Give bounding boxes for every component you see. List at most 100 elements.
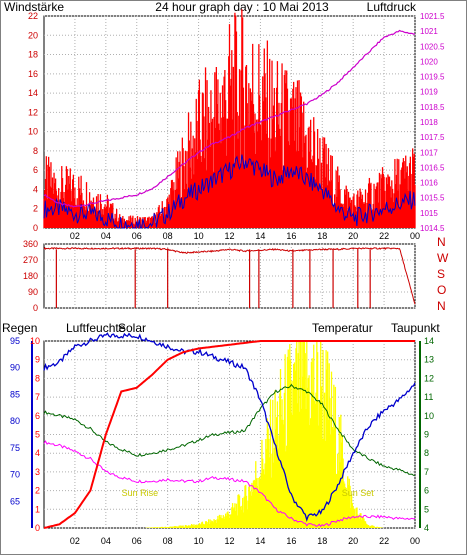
humidity-y-tick-label: 90 bbox=[10, 363, 20, 373]
temperature-y-tick-label: 9 bbox=[424, 430, 429, 440]
weather-x-tick-label: 00 bbox=[410, 536, 420, 546]
direction-line bbox=[43, 246, 416, 305]
wind-title: Windstärke bbox=[4, 0, 64, 14]
pressure-y-tick-label: 1020.5 bbox=[420, 42, 445, 51]
pressure-y-tick-label: 1019 bbox=[420, 88, 438, 97]
humidity-line bbox=[43, 332, 416, 523]
direction-y-tick-label: 0 bbox=[33, 303, 38, 313]
weather-x-tick-label: 14 bbox=[255, 536, 265, 546]
wind-y-tick-label: 14 bbox=[28, 88, 38, 98]
wind-x-tick-label: 08 bbox=[163, 231, 173, 241]
rain-y-tick-label: 4 bbox=[35, 448, 40, 458]
pressure-y-tick-label: 1017.5 bbox=[420, 133, 445, 142]
pressure-y-tick-label: 1020 bbox=[420, 57, 438, 66]
wind-y-tick-label: 16 bbox=[28, 69, 38, 79]
temperature-y-tick-label: 10 bbox=[424, 411, 434, 421]
wind-x-tick-label: 18 bbox=[317, 231, 327, 241]
wind-panel: 02468101214161820221014.510151015.510161… bbox=[28, 9, 445, 241]
rain-line bbox=[43, 340, 415, 529]
rain-y-tick-label: 5 bbox=[35, 430, 40, 440]
wind-y-tick-label: 6 bbox=[33, 165, 38, 175]
humidity-y-tick-label: 80 bbox=[10, 416, 20, 426]
wind-y-tick-label: 20 bbox=[28, 30, 38, 40]
wind-x-tick-label: 22 bbox=[379, 231, 389, 241]
pressure-y-tick-label: 1017 bbox=[420, 148, 438, 157]
temperature-y-tick-label: 8 bbox=[424, 448, 429, 458]
rain-y-tick-label: 7 bbox=[35, 392, 40, 402]
wind-y-tick-label: 18 bbox=[28, 50, 38, 60]
direction-y-tick-label: 90 bbox=[28, 287, 38, 297]
wind-x-tick-label: 20 bbox=[348, 231, 358, 241]
rain-y-tick-label: 3 bbox=[35, 467, 40, 477]
wind-y-tick-label: 22 bbox=[28, 11, 38, 21]
compass-label: W bbox=[437, 251, 449, 265]
temperature-y-tick-label: 12 bbox=[424, 373, 434, 383]
pressure-y-tick-label: 1016.5 bbox=[420, 163, 445, 172]
pressure-y-tick-label: 1014.5 bbox=[420, 224, 445, 233]
wind-x-tick-label: 00 bbox=[410, 231, 420, 241]
temperature-y-tick-label: 4 bbox=[424, 523, 429, 533]
wind-y-tick-label: 0 bbox=[33, 223, 38, 233]
wind-y-tick-label: 8 bbox=[33, 146, 38, 156]
wind-y-tick-label: 4 bbox=[33, 184, 38, 194]
sunset-label: Sun Set bbox=[342, 488, 375, 498]
compass-label: O bbox=[437, 283, 446, 297]
rain-y-tick-label: 1 bbox=[35, 504, 40, 514]
pressure-y-tick-label: 1015 bbox=[420, 209, 438, 218]
pressure-line bbox=[43, 29, 416, 208]
weather-x-tick-label: 10 bbox=[194, 536, 204, 546]
weather-x-tick-label: 20 bbox=[348, 536, 358, 546]
pressure-y-tick-label: 1021 bbox=[420, 27, 438, 36]
wind-x-tick-label: 06 bbox=[132, 231, 142, 241]
wind-y-tick-label: 2 bbox=[33, 204, 38, 214]
rain-y-tick-label: 9 bbox=[35, 355, 40, 365]
humidity-y-tick-label: 85 bbox=[10, 389, 20, 399]
wind-x-tick-label: 04 bbox=[101, 231, 111, 241]
pressure-y-tick-label: 1021.5 bbox=[420, 12, 445, 21]
temperature-label: Temperatur bbox=[312, 321, 373, 335]
pressure-y-tick-label: 1015.5 bbox=[420, 194, 445, 203]
wind-x-tick-label: 14 bbox=[255, 231, 265, 241]
compass-label: S bbox=[437, 267, 445, 281]
weather-x-tick-label: 04 bbox=[101, 536, 111, 546]
weather-x-tick-label: 02 bbox=[70, 536, 80, 546]
rain-y-tick-label: 8 bbox=[35, 373, 40, 383]
weather-x-tick-label: 08 bbox=[163, 536, 173, 546]
wind-x-tick-label: 02 bbox=[70, 231, 80, 241]
weather-x-tick-label: 12 bbox=[224, 536, 234, 546]
solar-label: Solar bbox=[118, 321, 146, 335]
temperature-y-tick-label: 14 bbox=[424, 336, 434, 346]
wind-x-tick-label: 10 bbox=[194, 231, 204, 241]
pressure-y-tick-label: 1018 bbox=[420, 118, 438, 127]
weather-x-tick-label: 06 bbox=[132, 536, 142, 546]
weather-x-tick-label: 18 bbox=[317, 536, 327, 546]
chart-title: 24 hour graph day : 10 Mai 2013 bbox=[155, 0, 329, 14]
rain-label: Regen bbox=[2, 321, 37, 335]
wind-y-tick-label: 12 bbox=[28, 107, 38, 117]
weather-x-tick-label: 16 bbox=[286, 536, 296, 546]
temperature-y-tick-label: 5 bbox=[424, 504, 429, 514]
temperature-y-tick-label: 11 bbox=[424, 392, 433, 402]
temperature-y-tick-label: 7 bbox=[424, 467, 429, 477]
wind-speed-line bbox=[43, 154, 416, 230]
sunrise-label: Sun Rise bbox=[122, 488, 159, 498]
wind-x-tick-label: 16 bbox=[286, 231, 296, 241]
direction-y-tick-label: 180 bbox=[23, 271, 38, 281]
temperature-y-tick-label: 6 bbox=[424, 486, 429, 496]
weather-x-tick-label: 22 bbox=[379, 536, 389, 546]
dewpoint-line bbox=[43, 440, 416, 528]
humidity-y-tick-label: 65 bbox=[10, 496, 20, 506]
wind-y-tick-label: 10 bbox=[28, 127, 38, 137]
humidity-y-tick-label: 70 bbox=[10, 470, 20, 480]
pressure-y-tick-label: 1018.5 bbox=[420, 103, 445, 112]
pressure-y-tick-label: 1019.5 bbox=[420, 73, 445, 82]
temperature-line bbox=[43, 383, 416, 476]
temperature-y-tick-label: 13 bbox=[424, 355, 434, 365]
wind-x-tick-label: 12 bbox=[224, 231, 234, 241]
compass-label: N bbox=[437, 299, 446, 313]
pressure-y-tick-label: 1016 bbox=[420, 179, 438, 188]
direction-y-tick-label: 360 bbox=[23, 239, 38, 249]
pressure-title: Luftdruck bbox=[367, 0, 417, 14]
